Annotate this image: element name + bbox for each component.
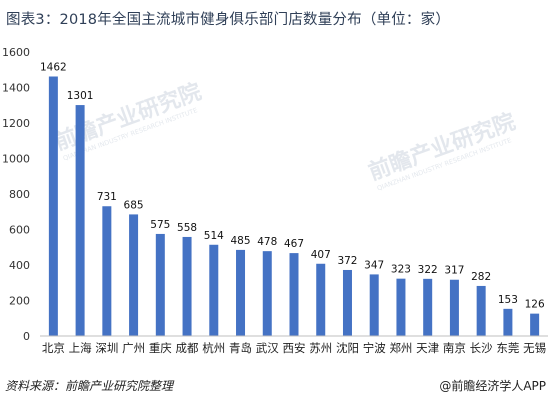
data-label: 282 <box>471 271 491 283</box>
bar <box>503 308 513 336</box>
x-tick-label: 郑州 <box>389 341 412 355</box>
data-label: 685 <box>124 199 144 211</box>
x-tick-label: 上海 <box>69 341 92 355</box>
x-tick-label: 杭州 <box>202 341 225 355</box>
x-tick-label: 宁波 <box>363 341 386 355</box>
y-tick-label: 1000 <box>2 153 30 166</box>
data-label: 407 <box>311 249 331 261</box>
y-tick-label: 1200 <box>2 117 30 130</box>
data-label: 1462 <box>40 61 67 73</box>
x-tick-label: 沈阳 <box>336 341 359 355</box>
bar <box>48 76 58 337</box>
bar <box>155 233 165 336</box>
bar <box>342 269 352 336</box>
x-tick-label: 成都 <box>176 341 199 355</box>
x-tick-label: 武汉 <box>256 341 279 355</box>
bar <box>262 251 272 336</box>
x-tick-label: 西安 <box>283 341 306 355</box>
x-tick-label: 长沙 <box>470 341 493 355</box>
data-label: 317 <box>444 265 464 277</box>
bar <box>396 278 406 336</box>
x-axis: 北京 上海 深圳 广州 重庆 成都 杭州 青岛 武汉 西安 苏州 沈阳 宁波 郑州 天津 南京 长沙 东莞 无锡 <box>40 335 548 355</box>
bar <box>316 263 326 336</box>
data-label: 731 <box>97 191 117 203</box>
brand-credit: @前瞻经济学人APP <box>439 377 546 394</box>
bar <box>449 279 459 336</box>
x-tick-label: 南京 <box>443 341 466 355</box>
bar <box>369 274 379 336</box>
data-label: 467 <box>284 238 304 250</box>
x-tick-label: 北京 <box>42 341 65 355</box>
data-labels-group: 1462 1301 731 685 575 558 514 485 478 467 407 372 34… <box>40 61 545 310</box>
source-note: 资料来源：前瞻产业研究院整理 <box>5 379 174 393</box>
bars-group <box>48 76 540 337</box>
data-label: 558 <box>177 222 197 234</box>
y-tick-label: 400 <box>9 259 30 272</box>
data-label: 372 <box>337 255 357 267</box>
x-tick-label: 无锡 <box>523 341 546 355</box>
bar <box>236 249 246 336</box>
data-label: 323 <box>391 264 411 276</box>
brand-text: @前瞻经济学人APP <box>439 379 546 393</box>
chart-title: 图表3：2018年全国主流城市健身俱乐部门店数量分布（单位：家） <box>6 12 451 28</box>
x-tick-label: 青岛 <box>229 341 252 355</box>
y-axis: 0 200 400 600 800 1000 1200 1400 1600 <box>2 46 30 343</box>
data-label: 575 <box>150 219 170 231</box>
data-label: 485 <box>231 235 251 247</box>
bar <box>75 105 85 336</box>
data-label: 478 <box>257 236 277 248</box>
bar <box>182 236 192 336</box>
data-label: 514 <box>204 230 224 242</box>
y-tick-label: 600 <box>9 224 30 237</box>
x-tick-label: 东莞 <box>496 341 519 355</box>
bar <box>102 206 112 336</box>
bar <box>530 313 540 336</box>
y-tick-label: 200 <box>9 295 30 308</box>
x-tick-label: 深圳 <box>95 341 118 355</box>
x-tick-label: 天津 <box>416 341 439 355</box>
bar <box>129 214 139 336</box>
bar <box>209 244 219 336</box>
bar <box>423 278 433 336</box>
data-label: 126 <box>525 299 545 311</box>
bar <box>289 253 299 336</box>
y-tick-label: 1400 <box>2 82 30 95</box>
y-tick-label: 800 <box>9 188 30 201</box>
x-tick-label: 苏州 <box>309 341 332 355</box>
x-tick-label: 重庆 <box>149 341 172 355</box>
y-tick-label: 1600 <box>2 46 30 59</box>
bar <box>476 285 486 336</box>
data-label: 153 <box>498 294 518 306</box>
data-label: 347 <box>364 259 384 271</box>
data-label: 322 <box>418 264 438 276</box>
y-tick-label: 0 <box>23 330 30 343</box>
data-label: 1301 <box>67 90 94 102</box>
x-tick-label: 广州 <box>122 341 145 355</box>
